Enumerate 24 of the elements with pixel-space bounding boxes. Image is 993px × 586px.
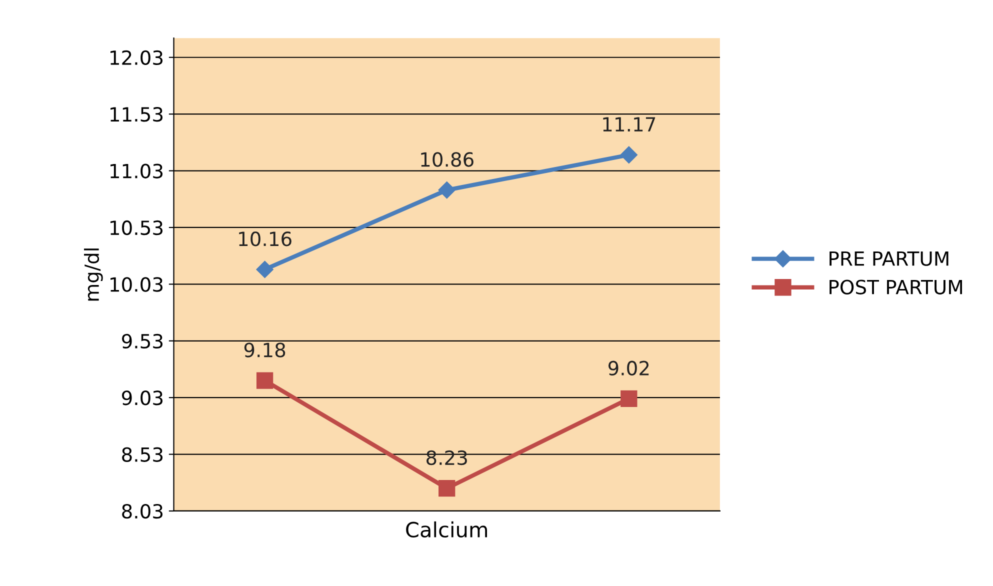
y-tick-label: 8.03: [122, 504, 162, 519]
y-tick-label: 8.53: [122, 447, 162, 462]
x-axis-title: Calcium: [406, 521, 488, 538]
point: [256, 372, 274, 389]
y-tick-label: 9.03: [122, 390, 162, 406]
data-label: 10.16: [239, 232, 292, 246]
y-tick-label: 11.53: [110, 107, 162, 122]
y-tick-label: 12.03: [110, 50, 162, 66]
y-tick-label: 10.03: [110, 277, 162, 292]
legend-label: POST PARTUM: [830, 280, 962, 294]
data-label: 10.86: [421, 152, 474, 167]
y-axis-title: mg/dl: [84, 248, 103, 301]
y-tick-label: 10.53: [110, 220, 162, 236]
point: [438, 480, 456, 497]
y-tick-label: 11.03: [110, 164, 162, 178]
data-label: 9.02: [608, 360, 649, 376]
point: [438, 182, 456, 199]
y-tick-label: 9.53: [122, 334, 162, 349]
point: [620, 146, 638, 164]
data-label: 9.18: [244, 342, 286, 358]
point: [620, 390, 638, 408]
legend-label: PRE PARTUM: [830, 251, 948, 266]
data-label: 11.17: [603, 117, 656, 132]
point: [256, 260, 274, 278]
